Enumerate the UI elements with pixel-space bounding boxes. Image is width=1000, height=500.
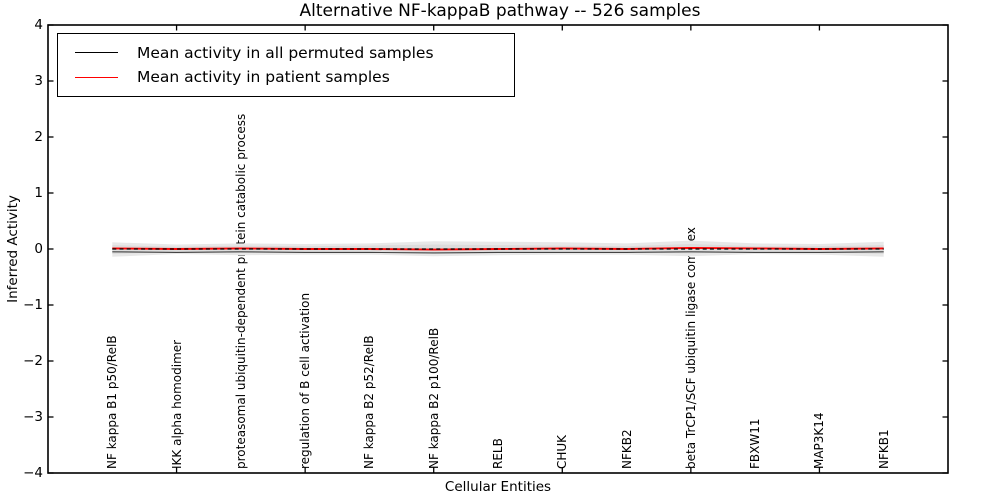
y-tick-label: −2 bbox=[23, 353, 43, 369]
legend-entry-patient: Mean activity in patient samples bbox=[58, 68, 514, 86]
chart-title: Alternative NF-kappaB pathway -- 526 sam… bbox=[299, 1, 701, 21]
legend-entry-permuted: Mean activity in all permuted samples bbox=[58, 44, 514, 62]
y-tick-label: −1 bbox=[23, 297, 43, 313]
series-line-0 bbox=[112, 251, 884, 254]
legend-label-permuted: Mean activity in all permuted samples bbox=[137, 43, 434, 62]
legend: Mean activity in all permuted samples Me… bbox=[57, 33, 515, 97]
y-tick-label: −4 bbox=[23, 465, 43, 481]
y-tick-label: 1 bbox=[34, 185, 43, 201]
legend-line-permuted-icon bbox=[75, 52, 118, 54]
y-tick-label: −3 bbox=[23, 409, 43, 425]
legend-line-patient-icon bbox=[75, 76, 118, 78]
y-tick-label: 3 bbox=[34, 73, 43, 89]
legend-label-patient: Mean activity in patient samples bbox=[137, 68, 390, 87]
y-tick-label: 2 bbox=[34, 129, 43, 145]
y-tick-label: 0 bbox=[34, 241, 43, 257]
x-axis-label: Cellular Entities bbox=[444, 479, 552, 495]
y-tick-label: 4 bbox=[34, 17, 43, 33]
